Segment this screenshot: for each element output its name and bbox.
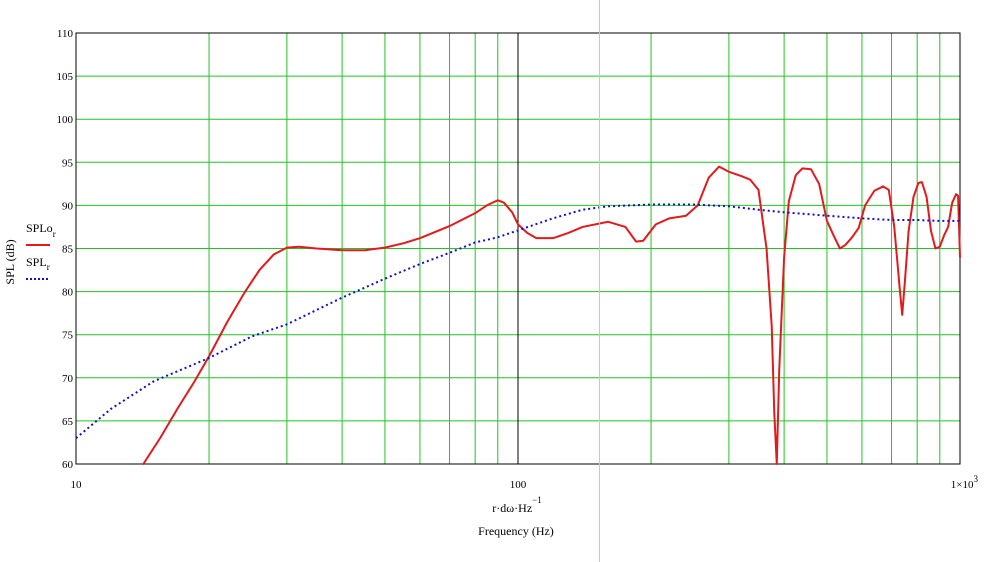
svg-text:SPLor: SPLor	[26, 221, 56, 239]
window-divider	[599, 0, 600, 562]
legend-item-spl: SPLr	[26, 255, 50, 280]
series-line-spl	[75, 203, 960, 439]
y-tick-label: 110	[57, 28, 74, 40]
y-tick-label: 65	[62, 416, 74, 428]
legend-sub-spl: r	[47, 262, 50, 272]
series-line-splo	[142, 165, 961, 465]
x-tick-label: 100	[510, 479, 527, 491]
y-tick-label: 105	[57, 71, 74, 83]
legend-label-spl: SPL	[26, 255, 47, 269]
y-tick-label: 95	[62, 157, 74, 169]
y-tick-label: 80	[62, 287, 74, 299]
x-tick-label: 1×103	[951, 474, 979, 491]
legend: SPLor SPLr	[26, 221, 56, 280]
legend-label-splo: SPLo	[26, 221, 53, 235]
y-tick-label: 90	[62, 200, 74, 212]
x-axis-expression: r·dω·Hz−1	[492, 495, 541, 515]
legend-sub-splo: r	[53, 229, 56, 239]
y-tick-labels: 60 65 70 75 80 85 90 95 100 105 110	[57, 28, 74, 471]
y-tick-label: 75	[62, 330, 74, 342]
y-axis-label: SPL (dB)	[3, 239, 17, 284]
y-axis-legend-block: SPL (dB)	[3, 239, 17, 284]
x-tick-labels: 10 100 1×103	[71, 474, 979, 491]
y-tick-label: 100	[57, 114, 74, 126]
series-layer	[75, 165, 961, 465]
x-axis-label: Frequency (Hz)	[478, 524, 554, 538]
x-tick-label: 10	[71, 479, 83, 491]
y-tick-label: 85	[62, 244, 74, 256]
y-tick-label: 60	[62, 459, 74, 471]
x-axis-expression-exponent: −1	[532, 495, 542, 505]
legend-item-splo: SPLor	[26, 221, 56, 246]
x-axis-expression-text: r·dω·Hz	[492, 501, 532, 515]
y-tick-label: 70	[62, 373, 74, 385]
svg-text:SPLr: SPLr	[26, 255, 50, 272]
